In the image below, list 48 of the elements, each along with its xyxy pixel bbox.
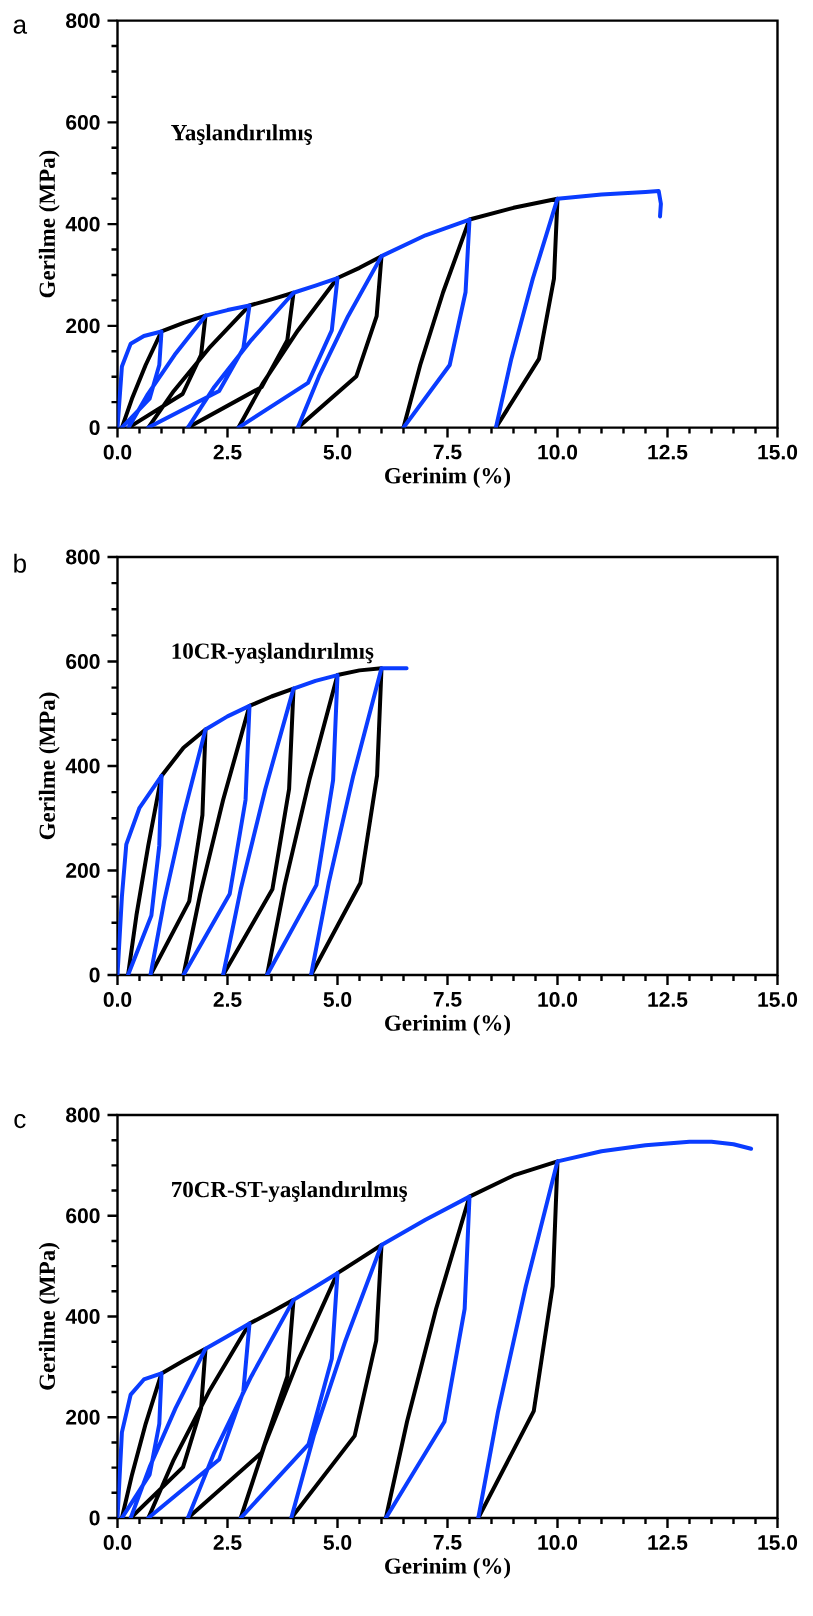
y-axis-title: Gerilme (MPa) <box>38 150 60 298</box>
x-tick-label: 15.0 <box>758 1535 798 1550</box>
y-axis-title: Gerilme (MPa) <box>38 692 60 840</box>
y-tick-label: 600 <box>66 1208 100 1224</box>
y-tick-label: 200 <box>66 1409 100 1425</box>
x-axis-title: Gerinim (%) <box>385 467 511 489</box>
x-tick-label: 15.0 <box>758 444 798 460</box>
x-tick-label: 2.5 <box>213 444 242 460</box>
y-tick-label: 200 <box>66 318 100 334</box>
text: b <box>14 553 26 573</box>
y-tick-label: 800 <box>66 1107 100 1123</box>
x-tick-label: 2.5 <box>213 992 242 1007</box>
x-tick-label: 10.0 <box>538 992 578 1007</box>
y-tick-label: 800 <box>66 549 100 565</box>
x-tick-label: 5.0 <box>323 992 352 1007</box>
text: c <box>14 1113 26 1129</box>
y-tick-label: 0 <box>89 967 100 983</box>
text: a <box>13 19 28 34</box>
x-tick-label: 7.5 <box>433 992 462 1007</box>
x-tick-label: 0.0 <box>103 992 132 1007</box>
y-tick-label: 400 <box>65 1309 100 1324</box>
y-tick-label: 400 <box>65 758 100 774</box>
x-tick-label: 12.5 <box>648 992 688 1007</box>
x-tick-label: 15.0 <box>758 992 798 1007</box>
x-tick-label: 10.0 <box>538 1535 578 1550</box>
y-tick-label: 0 <box>89 1510 100 1526</box>
x-tick-label: 0.0 <box>103 1535 132 1550</box>
text: Yaşlandırılmış <box>171 124 313 145</box>
x-tick-label: 5.0 <box>323 1535 352 1550</box>
x-tick-label: 7.5 <box>433 444 462 460</box>
x-axis-title: Gerinim (%) <box>385 1014 511 1036</box>
text: 70CR-ST-yaşlandırılmış <box>172 1181 408 1203</box>
x-tick-label: 2.5 <box>213 1535 242 1550</box>
y-axis-title: Gerilme (MPa) <box>38 1243 60 1390</box>
y-tick-label: 200 <box>66 863 100 878</box>
y-tick-label: 600 <box>66 654 100 669</box>
y-tick-label: 800 <box>66 13 100 29</box>
y-tick-label: 0 <box>89 420 100 436</box>
y-tick-label: 600 <box>66 114 100 130</box>
x-axis-title: Gerinim (%) <box>385 1557 511 1579</box>
y-tick-label: 400 <box>65 216 100 232</box>
x-tick-label: 5.0 <box>323 444 352 460</box>
text: 10CR-yaşlandırılmış <box>172 642 374 664</box>
x-tick-label: 12.5 <box>648 1535 688 1550</box>
x-tick-label: 0.0 <box>103 444 132 460</box>
x-tick-label: 12.5 <box>648 444 688 460</box>
x-tick-label: 10.0 <box>538 444 578 460</box>
x-tick-label: 7.5 <box>433 1535 462 1550</box>
